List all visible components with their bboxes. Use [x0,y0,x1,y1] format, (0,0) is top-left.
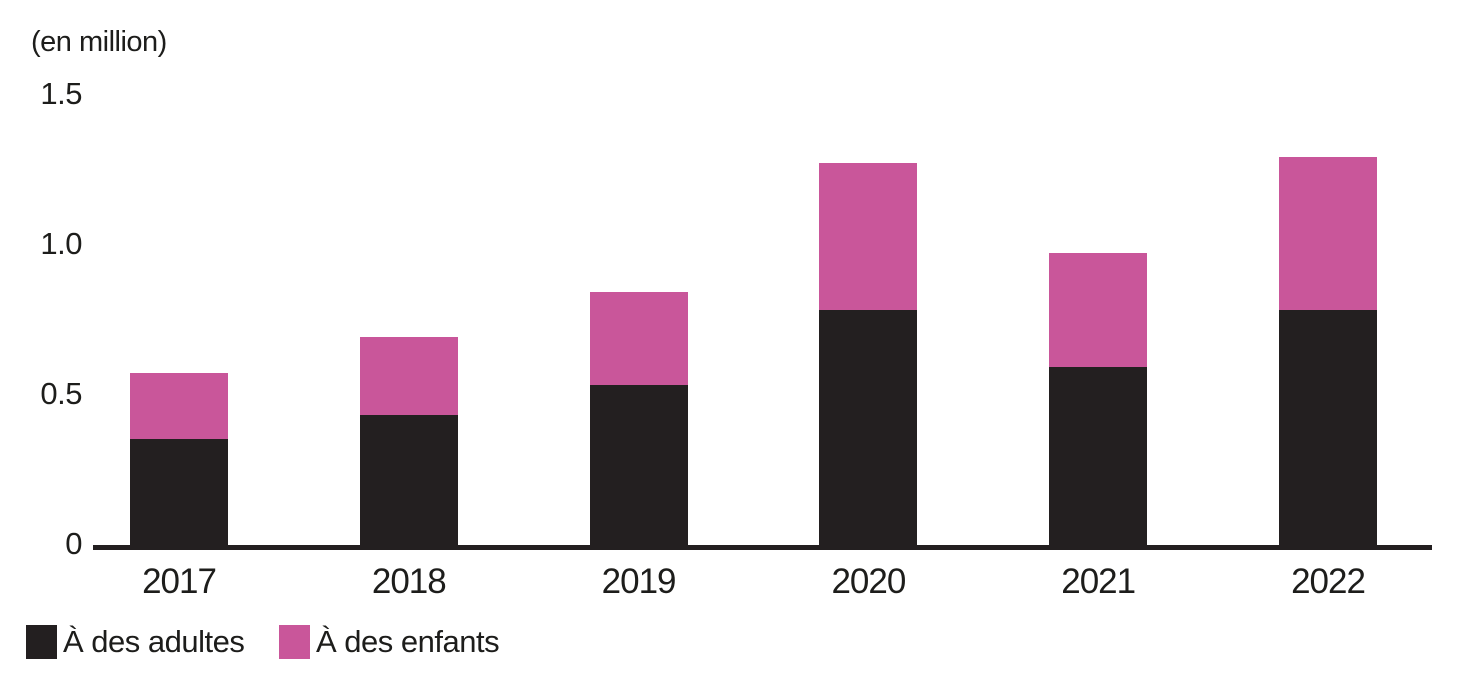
y-tick-label-0.5: 0.5 [40,376,82,411]
legend-item-adultes: À des adultes [26,624,245,659]
legend-swatch-adultes [26,625,57,659]
legend-swatch-enfants [279,625,310,659]
y-tick-label-1.0: 1.0 [40,226,82,261]
bar-segment-2019-enfants [589,292,688,385]
x-tick-label-2018: 2018 [371,562,447,601]
bar-segment-2019-adultes [589,385,688,550]
x-tick-label-2017: 2017 [142,562,217,601]
legend-label-enfants: À des enfants [316,624,500,659]
x-axis-line [93,545,1432,550]
legend-item-enfants: À des enfants [279,624,500,659]
y-tick-label-0: 0 [65,526,82,561]
bar-segment-2022-enfants [1279,157,1377,310]
x-tick-label-2022: 2022 [1291,562,1366,601]
x-tick-label-2020: 2020 [831,562,906,601]
legend-label-adultes: À des adultes [63,624,245,659]
bar-segment-2021-enfants [1049,253,1148,367]
bar-segment-2017-enfants [130,373,228,439]
bar-segment-2022-adultes [1279,310,1377,550]
x-tick-label-2019: 2019 [601,562,677,601]
bar-segment-2020-enfants [819,163,918,310]
bar-segment-2018-enfants [359,337,458,415]
bar-segment-2018-adultes [359,415,458,550]
axis-unit-label: (en million) [31,26,167,58]
bar-segment-2020-adultes [819,310,918,550]
bar-segment-2017-adultes [130,439,228,550]
x-tick-label-2021: 2021 [1061,562,1136,601]
y-tick-label-1.5: 1.5 [40,76,82,111]
bar-segment-2021-adultes [1049,367,1148,550]
